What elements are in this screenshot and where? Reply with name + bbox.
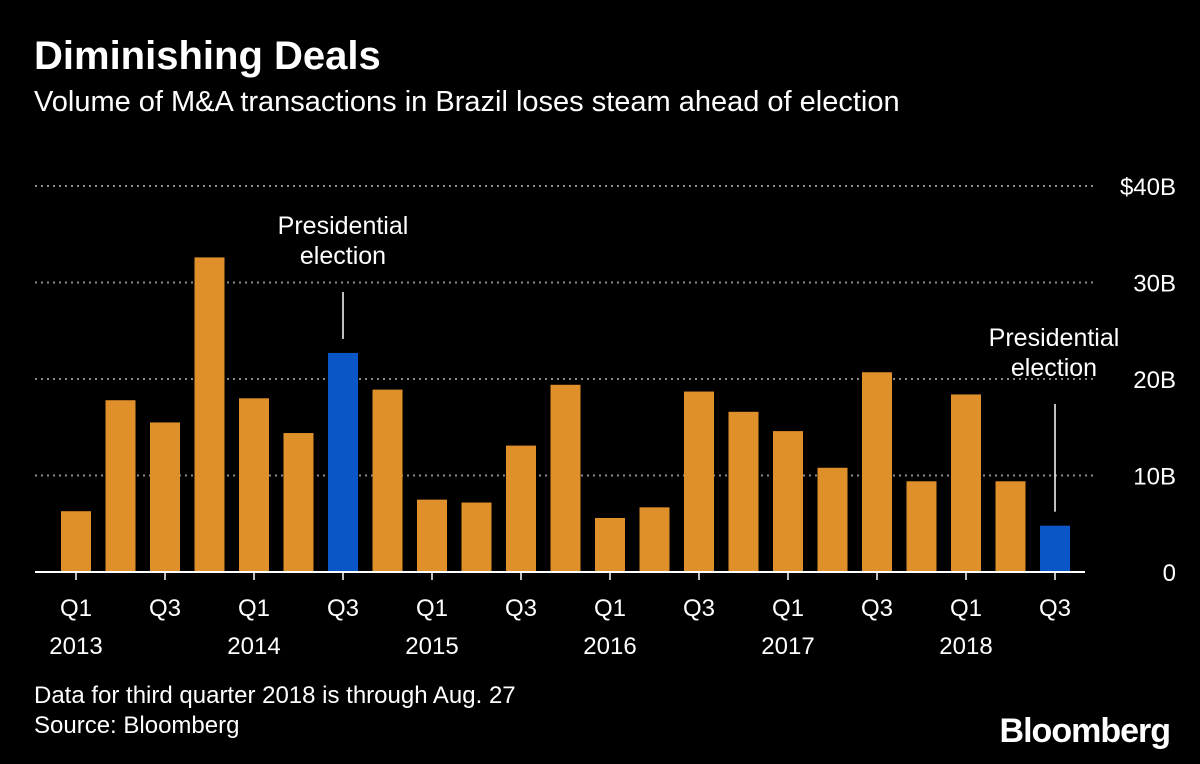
y-tick-label: $40B (1120, 174, 1176, 201)
y-tick-label: 30B (1133, 271, 1176, 298)
x-tick-quarter: Q3 (861, 595, 893, 622)
bloomberg-logo: Bloomberg (999, 712, 1171, 750)
x-tick-quarter: Q3 (505, 595, 537, 622)
x-tick-quarter: Q3 (683, 595, 715, 622)
bar-q2-2014 (283, 433, 314, 572)
chart-title: Diminishing Deals (34, 34, 381, 78)
annotation-text: Presidential (278, 212, 409, 240)
x-tick-year: 2016 (583, 633, 636, 660)
bar-q3-2013 (150, 422, 180, 572)
bar-q3-2017 (862, 372, 892, 572)
x-tick-quarter: Q1 (950, 595, 982, 622)
bar-q1-2016 (595, 517, 625, 572)
bar-q4-2015 (550, 384, 581, 572)
footnote: Data for third quarter 2018 is through A… (34, 682, 516, 709)
x-tick-quarter: Q1 (772, 595, 804, 622)
y-tick-label: 0 (1163, 560, 1176, 587)
bar-q1-2013 (61, 511, 91, 572)
bar-q2-2015 (461, 502, 492, 572)
chart-subtitle: Volume of M&A transactions in Brazil los… (34, 86, 900, 118)
x-tick-quarter: Q3 (1039, 595, 1071, 622)
bar-q4-2016 (728, 411, 759, 572)
x-tick-year: 2017 (761, 633, 814, 660)
y-tick-label: 10B (1133, 464, 1176, 491)
x-tick-quarter: Q1 (60, 595, 92, 622)
bar-q3-2014 (328, 352, 358, 572)
bar-q2-2016 (639, 507, 670, 572)
x-tick-quarter: Q1 (416, 595, 448, 622)
x-tick-year: 2013 (49, 633, 102, 660)
y-tick-label: 20B (1133, 367, 1176, 394)
bar-q4-2017 (906, 481, 937, 572)
bar-q1-2015 (417, 499, 447, 572)
x-tick-year: 2014 (227, 633, 280, 660)
bar-q2-2013 (105, 400, 136, 572)
x-tick-quarter: Q3 (149, 595, 181, 622)
x-tick-quarter: Q1 (238, 595, 270, 622)
x-tick-year: 2018 (939, 633, 992, 660)
bar-q1-2014 (239, 398, 269, 572)
bar-q3-2018 (1040, 525, 1070, 572)
x-tick-year: 2015 (405, 633, 458, 660)
bar-q4-2014 (372, 389, 403, 572)
x-tick-quarter: Q1 (594, 595, 626, 622)
bar-q2-2018 (995, 481, 1026, 572)
bar-q4-2013 (194, 257, 225, 572)
bar-q3-2015 (506, 445, 536, 572)
annotation-text: election (1011, 354, 1097, 382)
x-tick-quarter: Q3 (327, 595, 359, 622)
bar-q1-2017 (773, 431, 803, 572)
annotation-text: election (300, 242, 386, 270)
bar-q1-2018 (951, 394, 981, 572)
bar-q3-2016 (684, 391, 714, 572)
annotation-text: Presidential (989, 324, 1120, 352)
source-note: Source: Bloomberg (34, 712, 240, 739)
bar-q2-2017 (817, 467, 848, 572)
